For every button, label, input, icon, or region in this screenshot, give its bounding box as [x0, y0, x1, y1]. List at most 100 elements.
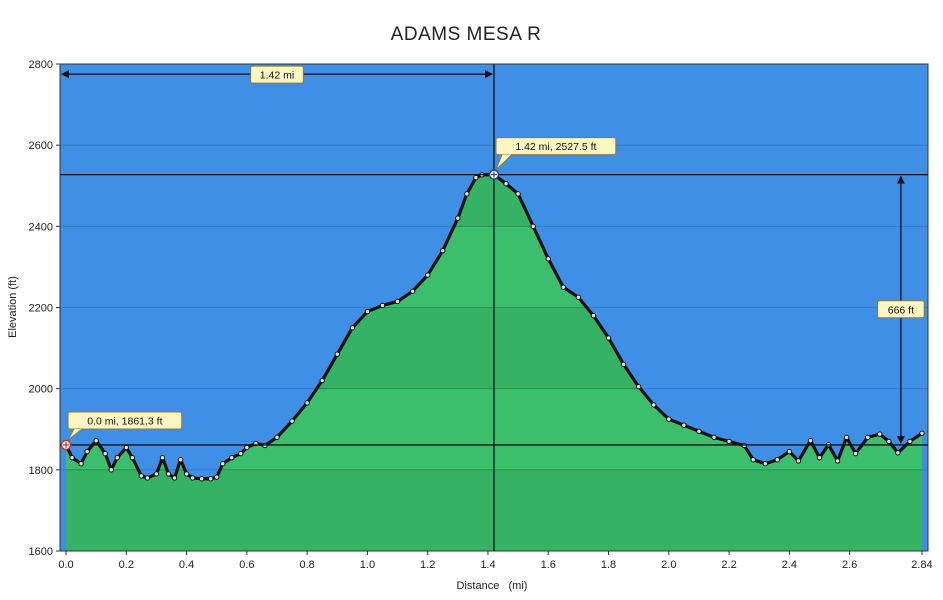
data-point: [334, 351, 340, 357]
y-tick-label: 2400: [29, 221, 53, 233]
x-tick-label: 2.2: [721, 559, 736, 571]
data-point: [238, 450, 244, 457]
x-tick-label: 1.6: [541, 559, 556, 571]
x-axis-ticks: 0.0 0.2 0.4 0.6 0.8 1.0 1.2 1.4 1.6 1.8 2.0 2.2 2.4 2…: [58, 551, 933, 571]
data-point: [503, 181, 509, 187]
x-tick-label: 2.4: [782, 559, 797, 571]
data-point: [774, 456, 781, 463]
data-point: [244, 444, 250, 451]
x-tick-label: 2.0: [661, 559, 676, 571]
gain-callout: 666 ft: [877, 300, 925, 319]
data-point: [144, 475, 151, 481]
start-callout-box: [67, 411, 183, 430]
data-point: [84, 448, 90, 455]
data-point: [455, 215, 461, 221]
data-point: [229, 454, 235, 461]
data-point: [795, 458, 802, 464]
data-point: [165, 471, 172, 477]
peak-marker: [488, 169, 500, 180]
gain-callout-box: [877, 300, 925, 319]
x-tick-label: 1.4: [480, 559, 495, 571]
data-point: [198, 476, 205, 482]
data-point: [575, 294, 582, 301]
start-marker: [60, 439, 72, 451]
data-point: [711, 434, 717, 441]
data-point: [123, 444, 130, 451]
data-point: [666, 416, 672, 422]
x-axis-label: Distance (mi): [457, 580, 528, 592]
peak-callout-pointer: [495, 154, 513, 170]
data-point: [189, 475, 196, 481]
peak-callout: 1.42 mi, 2527.5 ft: [495, 137, 617, 170]
data-point: [786, 448, 793, 455]
data-point: [696, 428, 702, 434]
data-point: [304, 400, 310, 406]
data-point: [515, 191, 521, 197]
peak-callout-text: 1.42 mi, 2527.5 ft: [515, 141, 596, 153]
data-point: [530, 223, 536, 230]
data-point: [364, 308, 371, 315]
data-point: [440, 247, 446, 254]
data-point: [834, 458, 841, 464]
start-callout-text: 0.0 mi, 1861.3 ft: [87, 415, 162, 427]
data-point: [69, 454, 75, 461]
chart-title: ADAMS MESA R: [391, 24, 542, 45]
y-axis-label: Elevation (ft): [7, 276, 19, 338]
data-point: [560, 284, 567, 290]
distance-callout: 1.42 mi: [250, 65, 304, 84]
x-tick-label: 1.0: [360, 559, 375, 571]
data-point: [319, 377, 325, 384]
data-point: [473, 174, 479, 181]
peak-callout-box: [495, 137, 617, 156]
data-point: [394, 298, 401, 305]
start-callout-pointer: [67, 428, 83, 441]
data-point: [545, 256, 551, 262]
data-point: [843, 434, 850, 441]
data-point: [171, 475, 178, 481]
y-axis-ticks: 1600 1800 2000 2200 2400 2600 2800: [29, 59, 60, 558]
data-point: [726, 438, 732, 445]
data-point: [138, 473, 145, 479]
x-tick-label: 0.0: [58, 559, 73, 571]
data-point: [762, 461, 768, 467]
data-point: [177, 456, 184, 463]
data-point: [651, 402, 657, 408]
data-point: [207, 476, 214, 482]
y-tick-label: 1800: [29, 465, 53, 477]
x-tick-label: 0.8: [299, 559, 314, 571]
data-point: [464, 191, 470, 197]
measurement-overlay: 1.42 mi 666 ft 0.0 mi, 1861.3 ft 1.42 mi, 2…: [60, 64, 928, 551]
y-tick-label: 2200: [29, 303, 53, 315]
data-point: [220, 461, 226, 467]
x-tick-label: 0.4: [179, 559, 194, 571]
data-point: [102, 450, 108, 457]
data-point: [289, 418, 295, 424]
data-point: [424, 272, 431, 278]
data-point: [681, 422, 687, 428]
data-point: [877, 431, 883, 437]
data-point: [129, 454, 136, 461]
data-point: [895, 450, 901, 456]
data-point: [349, 325, 356, 331]
data-point: [620, 361, 627, 368]
x-tick-label: 1.8: [601, 559, 616, 571]
data-point: [159, 454, 166, 461]
data-point: [590, 312, 597, 319]
distance-callout-text: 1.42 mi: [260, 70, 294, 82]
x-tick-label: 0.2: [119, 559, 134, 571]
data-point: [852, 450, 859, 457]
data-point: [409, 288, 416, 294]
y-tick-label: 2800: [29, 59, 53, 71]
data-point: [605, 335, 612, 341]
distance-callout-box: [250, 65, 304, 84]
data-point: [153, 471, 160, 477]
data-point: [93, 437, 99, 444]
data-point: [114, 454, 120, 461]
data-point: [379, 302, 386, 309]
start-callout: 0.0 mi, 1861.3 ft: [67, 411, 183, 441]
data-point: [907, 438, 913, 445]
x-tick-label: 2.6: [842, 559, 857, 571]
data-point: [78, 461, 84, 467]
data-point: [635, 383, 642, 390]
